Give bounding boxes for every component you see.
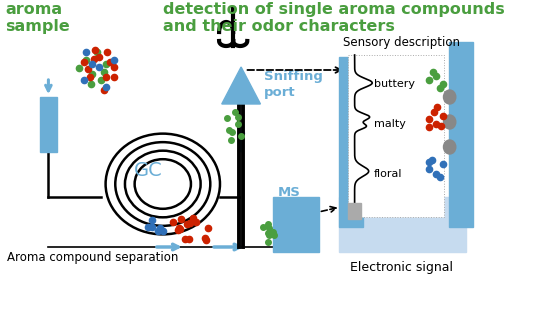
Text: buttery: buttery [374, 79, 415, 89]
Polygon shape [222, 67, 261, 104]
Bar [339, 197, 466, 252]
Bar [349, 203, 361, 219]
Text: Electronic signal: Electronic signal [350, 261, 453, 274]
Circle shape [443, 140, 456, 154]
Text: Sensory description: Sensory description [343, 36, 460, 49]
Text: floral: floral [374, 169, 403, 179]
Bar [347, 55, 444, 217]
Bar [273, 197, 319, 252]
Bar [449, 42, 473, 227]
Text: GC: GC [133, 160, 162, 180]
Bar [40, 97, 57, 152]
Circle shape [443, 90, 456, 104]
Circle shape [443, 115, 456, 129]
Bar [339, 57, 364, 227]
Text: Aroma compound separation: Aroma compound separation [7, 251, 178, 264]
Text: Sniffing
port: Sniffing port [264, 69, 323, 99]
Text: aroma
sample: aroma sample [5, 2, 70, 35]
Text: malty: malty [374, 119, 406, 129]
Text: detection of single aroma compounds
and their odor characters: detection of single aroma compounds and … [163, 2, 505, 35]
Text: MS: MS [278, 186, 301, 199]
